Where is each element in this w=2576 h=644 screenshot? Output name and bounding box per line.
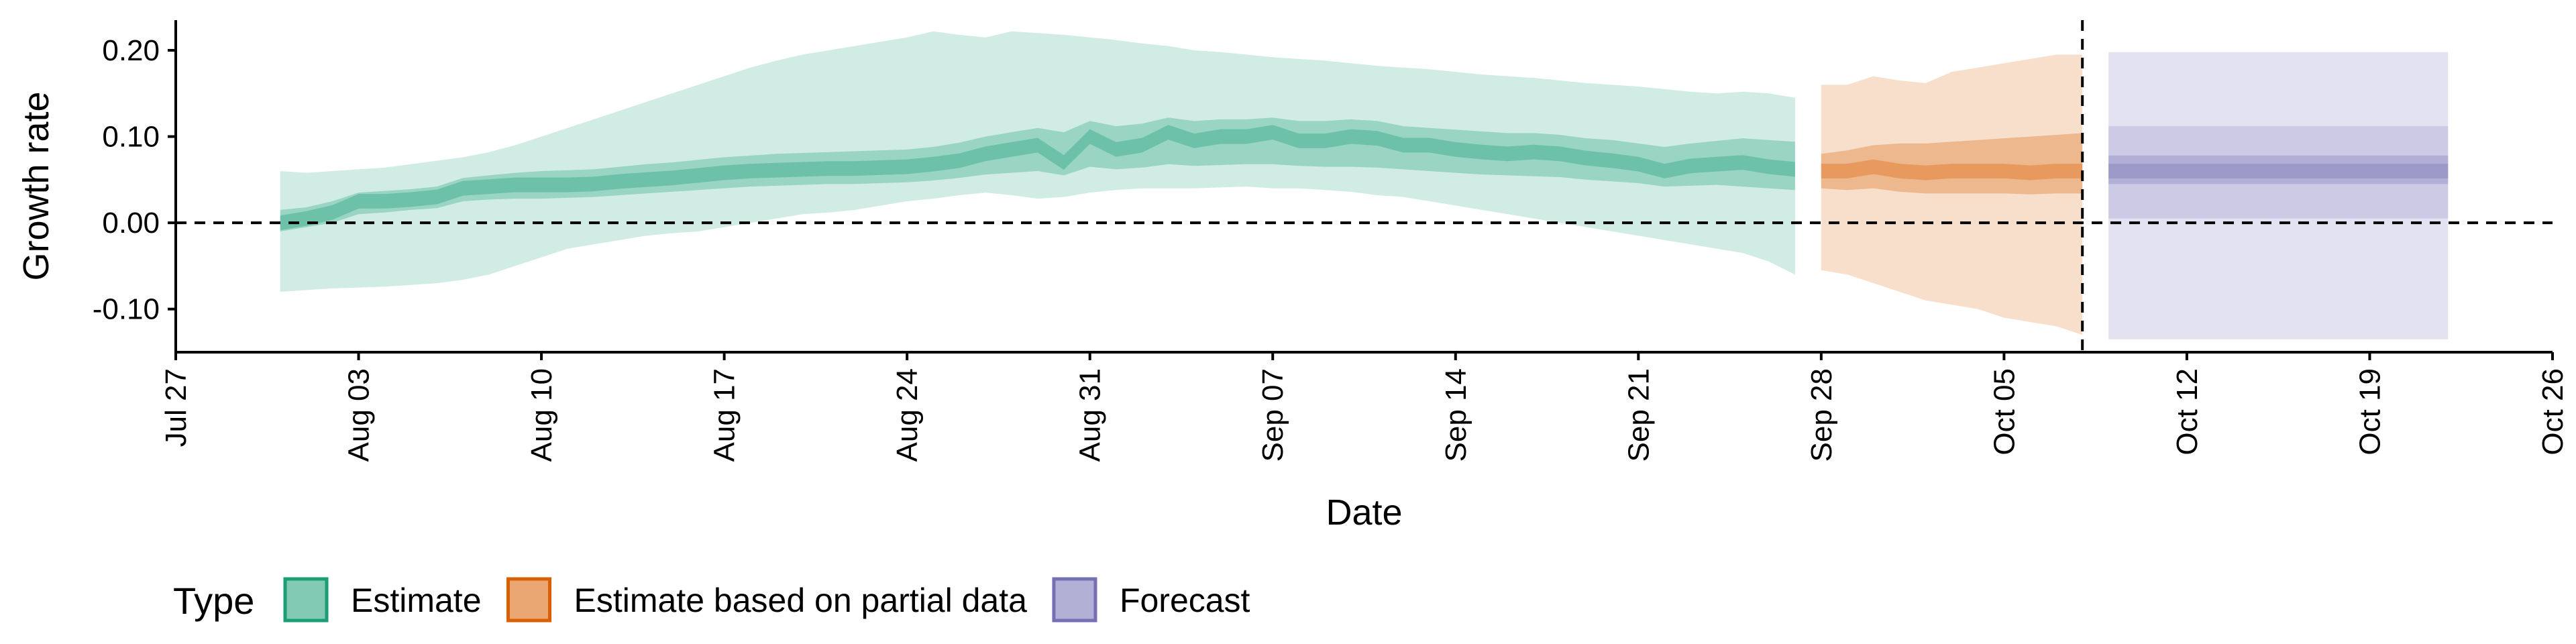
x-tick-label: Aug 24 xyxy=(891,368,924,462)
chart-axes: 0.20 0.10 0.00 -0.10 Jul 27 Aug 03 Aug 10 Aug 1… xyxy=(93,20,2569,462)
legend-key-1 xyxy=(506,577,552,623)
legend-title: Type xyxy=(173,580,254,622)
x-tick-label: Aug 17 xyxy=(708,368,741,462)
reference-lines xyxy=(176,20,2553,352)
x-tick-label: Sep 07 xyxy=(1256,368,1289,462)
x-tick-label: Aug 31 xyxy=(1074,368,1107,462)
band-90 xyxy=(280,31,1795,292)
legend-key-0 xyxy=(283,577,329,623)
band-median xyxy=(280,125,1795,231)
x-tick-label: Oct 05 xyxy=(1988,368,2021,455)
x-tick-label: Sep 14 xyxy=(1440,368,1472,462)
series-0 xyxy=(280,31,1795,292)
legend-key-2 xyxy=(1052,577,1097,623)
x-tick-label: Jul 27 xyxy=(160,368,193,447)
band-90 xyxy=(1821,54,2083,335)
legend-label-1: Estimate based on partial data xyxy=(574,582,1028,619)
band-outer xyxy=(2108,52,2449,339)
chart-bands xyxy=(280,31,2449,339)
x-tick-label: Sep 21 xyxy=(1622,368,1655,462)
x-axis-title: Date xyxy=(1326,492,1402,533)
y-tick-label: 0.10 xyxy=(102,121,160,154)
x-tick-label: Oct 26 xyxy=(2536,368,2569,455)
legend-label-2: Forecast xyxy=(1120,582,1250,619)
x-tick-label: Sep 28 xyxy=(1805,368,1838,462)
legend: Type Estimate Estimate based on partial d… xyxy=(173,577,1250,623)
y-axis-title: Growth rate xyxy=(16,91,56,280)
band-50 xyxy=(1821,133,2083,195)
x-tick-label: Aug 03 xyxy=(343,368,376,462)
y-tick-label: 0.00 xyxy=(102,207,160,239)
series-1 xyxy=(1821,54,2083,335)
y-tick-label: -0.10 xyxy=(93,293,160,326)
band-90 xyxy=(2108,126,2449,219)
x-tick-label: Oct 12 xyxy=(2171,368,2204,455)
band-median xyxy=(2108,164,2449,178)
x-tick-label: Aug 10 xyxy=(525,368,558,462)
band-50 xyxy=(280,117,1795,231)
band-50 xyxy=(2108,155,2449,184)
series-2 xyxy=(2108,52,2449,339)
band-median xyxy=(1821,159,2083,180)
x-tick-label: Oct 19 xyxy=(2353,368,2386,455)
legend-label-0: Estimate xyxy=(351,582,482,619)
y-tick-label: 0.20 xyxy=(102,34,160,67)
